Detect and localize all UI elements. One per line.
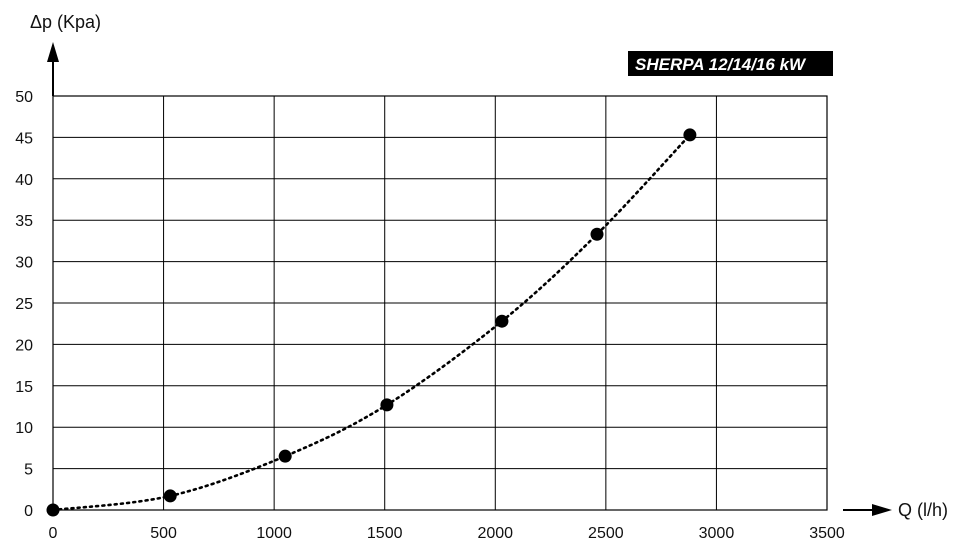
x-tick-label: 3000 [699, 525, 735, 542]
plot-frame [52, 95, 828, 511]
y-tick-label: 10 [15, 420, 33, 437]
grid [52, 95, 828, 511]
x-tick-labels: 0 500 1000 1500 2000 2500 3000 3500 [49, 525, 845, 542]
x-tick-label: 1500 [367, 525, 403, 542]
y-tick-label: 35 [15, 213, 33, 230]
x-tick-label: 3500 [809, 525, 845, 542]
data-point [46, 503, 60, 517]
y-axis-label: Δp (Kpa) [30, 12, 101, 32]
data-point [278, 449, 292, 463]
data-point [163, 489, 177, 503]
y-axis-arrowhead [47, 42, 59, 62]
y-tick-label: 25 [15, 296, 33, 313]
title-badge [628, 51, 833, 76]
chart-title: SHERPA 12/14/16 kW [635, 55, 807, 74]
x-axis-arrowhead [872, 504, 892, 516]
x-tick-label: 500 [150, 525, 177, 542]
y-tick-label: 15 [15, 379, 33, 396]
y-tick-label: 40 [15, 172, 33, 189]
data-points [46, 128, 697, 517]
data-point [590, 227, 604, 241]
data-point [495, 314, 509, 328]
x-tick-label: 1000 [256, 525, 292, 542]
y-tick-label: 20 [15, 337, 33, 354]
x-tick-label: 2000 [477, 525, 513, 542]
y-tick-label: 50 [15, 89, 33, 106]
series-curve [51, 133, 692, 512]
data-point [380, 398, 394, 412]
x-tick-label: 2500 [588, 525, 624, 542]
x-axis-label: Q (l/h) [898, 500, 948, 520]
data-point [683, 128, 697, 142]
y-tick-label: 45 [15, 130, 33, 147]
y-tick-labels: 0 5 10 15 20 25 30 35 40 45 50 [15, 89, 33, 520]
x-tick-label: 0 [49, 525, 58, 542]
y-tick-label: 30 [15, 255, 33, 272]
y-tick-label: 0 [24, 503, 33, 520]
y-tick-label: 5 [24, 462, 33, 479]
